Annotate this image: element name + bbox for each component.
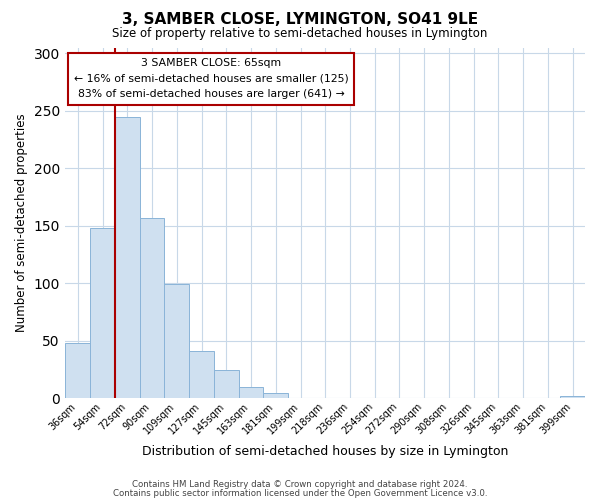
Text: 3 SAMBER CLOSE: 65sqm
← 16% of semi-detached houses are smaller (125)
83% of sem: 3 SAMBER CLOSE: 65sqm ← 16% of semi-deta… bbox=[74, 58, 349, 99]
X-axis label: Distribution of semi-detached houses by size in Lymington: Distribution of semi-detached houses by … bbox=[142, 444, 508, 458]
Bar bbox=[214, 370, 239, 398]
Bar bbox=[239, 387, 263, 398]
Y-axis label: Number of semi-detached properties: Number of semi-detached properties bbox=[15, 114, 28, 332]
Text: Contains public sector information licensed under the Open Government Licence v3: Contains public sector information licen… bbox=[113, 489, 487, 498]
Bar bbox=[263, 392, 288, 398]
Bar bbox=[560, 396, 585, 398]
Bar bbox=[189, 351, 214, 399]
Bar bbox=[140, 218, 164, 398]
Text: Contains HM Land Registry data © Crown copyright and database right 2024.: Contains HM Land Registry data © Crown c… bbox=[132, 480, 468, 489]
Bar bbox=[164, 284, 189, 399]
Bar bbox=[65, 343, 90, 398]
Bar bbox=[115, 116, 140, 398]
Text: 3, SAMBER CLOSE, LYMINGTON, SO41 9LE: 3, SAMBER CLOSE, LYMINGTON, SO41 9LE bbox=[122, 12, 478, 28]
Bar bbox=[90, 228, 115, 398]
Text: Size of property relative to semi-detached houses in Lymington: Size of property relative to semi-detach… bbox=[112, 28, 488, 40]
